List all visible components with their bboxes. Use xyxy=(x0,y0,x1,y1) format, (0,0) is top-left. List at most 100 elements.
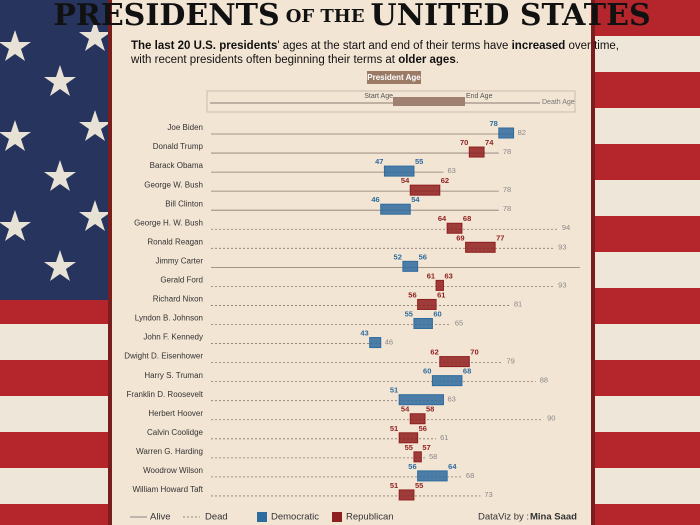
start-label: 51 xyxy=(390,481,398,490)
start-label: 70 xyxy=(460,138,468,147)
start-label: 52 xyxy=(394,252,402,261)
president-name: Woodrow Wilson xyxy=(143,466,203,475)
president-name: Herbert Hoover xyxy=(148,409,203,418)
age-label: 78 xyxy=(503,147,511,156)
end-label: 63 xyxy=(444,271,452,280)
term-bar xyxy=(369,337,382,349)
subtitle-part: The last 20 U.S. presidents xyxy=(131,40,277,52)
age-label: 73 xyxy=(484,490,492,499)
age-label: 46 xyxy=(385,338,393,347)
subtitle-part: over time, xyxy=(565,40,619,52)
legend-label: Alive xyxy=(150,512,171,523)
age-label: 82 xyxy=(518,128,526,137)
age-label: 78 xyxy=(503,185,511,194)
term-bar xyxy=(465,241,496,253)
age-label: 93 xyxy=(558,280,566,289)
subtitle-part: . xyxy=(456,54,459,66)
president-name: William Howard Taft xyxy=(132,485,203,494)
president-name: Joe Biden xyxy=(167,123,203,132)
credit-label: DataViz by : xyxy=(478,512,529,523)
end-label: 62 xyxy=(441,176,449,185)
term-bar xyxy=(398,394,444,406)
president-name: Calvin Coolidge xyxy=(147,428,204,437)
term-bar xyxy=(446,222,463,234)
term-bar xyxy=(398,432,419,444)
start-label: 60 xyxy=(423,367,431,376)
key-end: End Age xyxy=(466,93,493,100)
president-name: Dwight D. Eisenhower xyxy=(124,352,203,361)
president-name: George H. W. Bush xyxy=(134,218,203,227)
age-label: 81 xyxy=(514,299,522,308)
age-label: 90 xyxy=(547,414,555,423)
start-label: 69 xyxy=(456,233,464,242)
start-label: 64 xyxy=(438,214,447,223)
president-name: John F. Kennedy xyxy=(143,333,203,342)
legend-label: Dead xyxy=(205,512,228,523)
president-name: Ronald Reagan xyxy=(147,237,203,246)
end-label: 54 xyxy=(411,195,420,204)
start-label: 56 xyxy=(408,290,416,299)
title-part: OF THE xyxy=(286,6,365,27)
legend-swatch xyxy=(332,512,342,522)
age-label: 63 xyxy=(447,166,455,175)
term-bar xyxy=(498,127,515,139)
term-bar xyxy=(413,318,433,329)
end-label: 56 xyxy=(419,252,427,261)
start-label: 51 xyxy=(390,386,398,395)
start-label: 47 xyxy=(375,157,383,166)
subtitle-line: The last 20 U.S. presidents' ages at the… xyxy=(131,40,619,52)
term-bar xyxy=(383,165,415,177)
end-label: 56 xyxy=(419,424,427,433)
age-label: 63 xyxy=(447,395,455,404)
key-bar xyxy=(393,97,465,106)
end-label: 57 xyxy=(422,443,430,452)
end-label: 58 xyxy=(426,405,434,414)
term-bar xyxy=(402,260,419,272)
president-name: Lyndon B. Johnson xyxy=(135,314,203,323)
age-label: 61 xyxy=(440,433,448,442)
legend-swatch xyxy=(257,512,267,522)
key-title: President Age xyxy=(367,73,421,82)
age-label: 65 xyxy=(455,318,463,327)
age-label: 93 xyxy=(558,242,566,251)
term-bar xyxy=(409,413,426,425)
subtitle-part: older ages xyxy=(398,54,456,66)
start-label: 61 xyxy=(427,271,435,280)
panel xyxy=(112,0,591,525)
president-name: Warren G. Harding xyxy=(136,447,203,456)
start-label: 55 xyxy=(405,443,413,452)
start-label: 55 xyxy=(405,309,413,318)
title: PRESIDENTS OF THE UNITED STATES xyxy=(53,0,650,33)
age-label: 78 xyxy=(503,204,511,213)
president-name: Harry S. Truman xyxy=(144,371,203,380)
president-name: Richard Nixon xyxy=(153,295,203,304)
subtitle-part: ' ages at the start and end of their ter… xyxy=(277,40,511,52)
president-name: Barack Obama xyxy=(150,161,204,170)
term-bar xyxy=(435,279,444,291)
term-bar xyxy=(398,489,415,501)
end-label: 68 xyxy=(463,367,471,376)
start-label: 51 xyxy=(390,424,398,433)
term-bar xyxy=(417,298,437,310)
key-badge xyxy=(367,71,421,84)
key-box xyxy=(206,90,576,113)
age-label: 68 xyxy=(466,471,474,480)
legend: Alive Dead Democratic Republican DataViz… xyxy=(130,512,577,523)
end-label: 55 xyxy=(415,481,423,490)
end-label: 55 xyxy=(415,157,423,166)
term-bar xyxy=(439,356,470,368)
stars xyxy=(0,20,111,281)
start-label: 78 xyxy=(489,119,497,128)
legend-label: Republican xyxy=(346,512,394,523)
title-part: PRESIDENTS xyxy=(53,0,279,33)
term-bar xyxy=(431,375,463,387)
start-label: 54 xyxy=(401,176,410,185)
start-label: 56 xyxy=(408,462,416,471)
president-name: Bill Clinton xyxy=(165,199,203,208)
legend-label: Democratic xyxy=(271,512,319,523)
key-death: Death Age xyxy=(542,99,575,106)
start-label: 43 xyxy=(360,329,368,338)
start-label: 54 xyxy=(401,405,410,414)
